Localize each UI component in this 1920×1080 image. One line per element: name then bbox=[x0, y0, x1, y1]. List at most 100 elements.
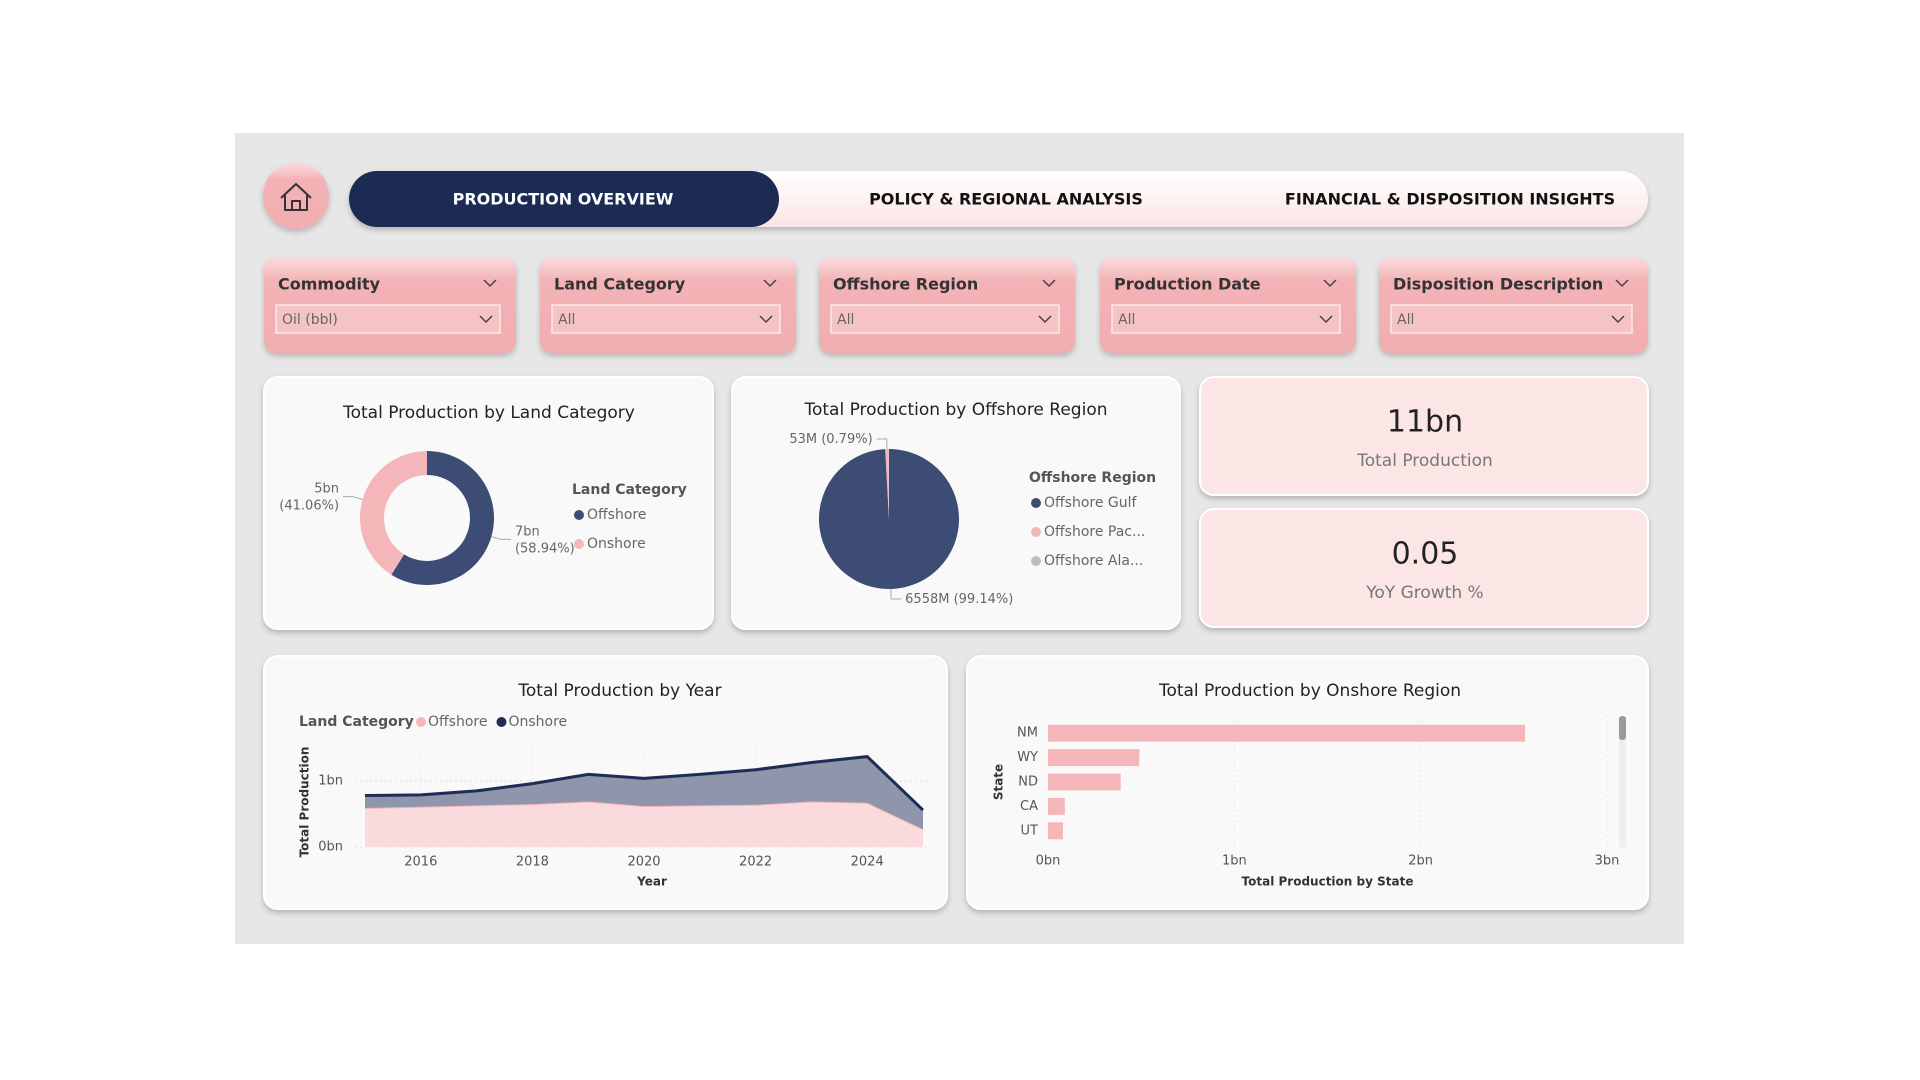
filter-dropdown[interactable] bbox=[1111, 304, 1341, 334]
chevron-icon[interactable] bbox=[1615, 279, 1629, 288]
filter-dropdown[interactable] bbox=[275, 304, 501, 334]
x-tick-label: 2018 bbox=[516, 855, 549, 870]
legend-label: Offshore bbox=[428, 714, 487, 730]
filter-dropdown[interactable] bbox=[1390, 304, 1633, 334]
nav-tab[interactable]: FINANCIAL & DISPOSITION INSIGHTS bbox=[1285, 190, 1615, 209]
filter-card[interactable]: Commodity Oil (bbl) bbox=[264, 257, 516, 353]
legend-swatch bbox=[1031, 527, 1041, 537]
chevron-icon[interactable] bbox=[763, 279, 777, 288]
legend-label: Offshore Ala... bbox=[1044, 553, 1143, 569]
data-label-line: 5bn bbox=[314, 481, 339, 496]
filter-card[interactable]: Offshore Region All bbox=[819, 257, 1075, 353]
chart-card bbox=[966, 655, 1649, 910]
legend-label: Onshore bbox=[587, 536, 646, 552]
bar bbox=[1048, 724, 1526, 742]
legend-label: Offshore Pac... bbox=[1044, 524, 1145, 540]
filter-dropdown[interactable] bbox=[830, 304, 1060, 334]
kpi-card bbox=[1199, 376, 1649, 496]
filter-label: Commodity bbox=[278, 275, 381, 294]
area-line bbox=[364, 755, 925, 812]
nav-tab[interactable]: POLICY & REGIONAL ANALYSIS bbox=[869, 190, 1143, 209]
chart-title: Total Production by Offshore Region bbox=[803, 400, 1107, 420]
filter-value: Oil (bbl) bbox=[282, 312, 338, 328]
slice bbox=[360, 451, 427, 575]
legend-swatch bbox=[496, 717, 507, 727]
filter-label: Disposition Description bbox=[1393, 275, 1603, 294]
filter-value: All bbox=[1397, 312, 1414, 328]
kpi-value: 0.05 bbox=[1392, 537, 1459, 572]
data-label: 7bn (58.94%) bbox=[515, 524, 575, 556]
y-tick-label: NM bbox=[1017, 726, 1038, 741]
legend-title: Land Category bbox=[572, 482, 687, 498]
chevron-icon[interactable] bbox=[1042, 279, 1056, 288]
bar bbox=[1048, 773, 1121, 791]
legend-swatch bbox=[1031, 556, 1041, 566]
data-label: 53M (0.79%) bbox=[789, 432, 872, 447]
filter-value: All bbox=[837, 312, 854, 328]
chart-title: Total Production by Land Category bbox=[342, 403, 635, 423]
legend-swatch bbox=[1031, 498, 1041, 508]
slice bbox=[391, 451, 495, 585]
filter-label: Production Date bbox=[1114, 275, 1261, 294]
legend-title: Land Category bbox=[299, 714, 414, 730]
data-label: 5bn (41.06%) bbox=[279, 481, 339, 513]
legend-title: Offshore Region bbox=[1029, 470, 1156, 486]
y-tick-label: CA bbox=[1020, 799, 1038, 814]
chevron-icon[interactable] bbox=[1611, 315, 1625, 324]
kpi-label: YoY Growth % bbox=[1365, 583, 1483, 603]
home-button[interactable] bbox=[263, 163, 329, 229]
x-tick-label: 2020 bbox=[627, 855, 660, 870]
home-icon[interactable] bbox=[280, 183, 312, 211]
legend-swatch bbox=[574, 539, 584, 549]
kpi-label: Total Production bbox=[1356, 451, 1493, 471]
leader-line bbox=[491, 536, 511, 540]
nav-tab[interactable]: PRODUCTION OVERVIEW bbox=[453, 190, 674, 209]
filter-card[interactable]: Land Category All bbox=[540, 257, 796, 353]
x-axis-label: Year bbox=[636, 875, 667, 889]
data-label-line: 53M (0.79%) bbox=[789, 432, 872, 447]
chevron-icon[interactable] bbox=[1038, 315, 1052, 324]
x-axis-label: Total Production by State bbox=[1242, 875, 1414, 889]
y-tick-label: ND bbox=[1018, 775, 1038, 790]
data-label-line: 6558M (99.14%) bbox=[905, 591, 1013, 606]
x-tick-label: 2bn bbox=[1408, 854, 1433, 869]
chevron-icon[interactable] bbox=[1319, 315, 1333, 324]
x-tick-label: 0bn bbox=[1036, 854, 1061, 869]
data-label: 6558M (99.14%) bbox=[905, 591, 1013, 606]
x-tick-label: 2016 bbox=[404, 855, 437, 870]
filter-card[interactable]: Production Date All bbox=[1100, 257, 1356, 353]
kpi-card bbox=[1199, 508, 1649, 628]
bar bbox=[1048, 797, 1065, 815]
scrollbar-track[interactable] bbox=[1619, 716, 1626, 848]
x-tick-label: 2024 bbox=[851, 855, 884, 870]
chevron-icon[interactable] bbox=[479, 315, 493, 324]
y-tick-label: WY bbox=[1017, 750, 1038, 765]
scrollbar-thumb[interactable] bbox=[1619, 716, 1626, 740]
area-fill bbox=[365, 801, 923, 847]
filter-label: Offshore Region bbox=[833, 275, 978, 294]
bar bbox=[1048, 749, 1140, 767]
y-axis-label: State bbox=[992, 764, 1006, 800]
filter-value: All bbox=[1118, 312, 1135, 328]
y-tick-label: UT bbox=[1021, 823, 1039, 838]
area-fill bbox=[365, 756, 923, 830]
legend-label: Offshore bbox=[587, 507, 646, 523]
chevron-icon[interactable] bbox=[759, 315, 773, 324]
bar bbox=[1048, 822, 1063, 840]
chart-title: Total Production by Year bbox=[517, 681, 721, 701]
y-axis-label: Total Production bbox=[298, 747, 312, 858]
data-label-line: (41.06%) bbox=[279, 498, 339, 513]
chevron-icon[interactable] bbox=[1323, 279, 1337, 288]
leader-line bbox=[890, 588, 902, 600]
y-tick-label: 1bn bbox=[318, 774, 343, 789]
legend-label: Onshore bbox=[508, 714, 567, 730]
chart-title: Total Production by Onshore Region bbox=[1158, 681, 1461, 701]
data-label-line: (58.94%) bbox=[515, 541, 575, 556]
nav-active-tab[interactable] bbox=[349, 171, 779, 227]
filter-card[interactable]: Disposition Description All bbox=[1379, 257, 1648, 353]
chevron-icon[interactable] bbox=[483, 279, 497, 288]
filter-dropdown[interactable] bbox=[551, 304, 781, 334]
kpi-value: 11bn bbox=[1387, 405, 1463, 440]
home-circle[interactable] bbox=[263, 163, 329, 229]
